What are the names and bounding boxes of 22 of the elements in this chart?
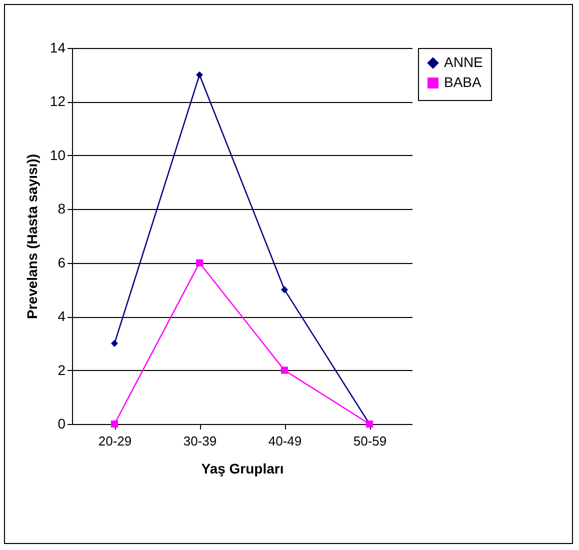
point bbox=[280, 286, 288, 294]
y-tick-label: 2 bbox=[58, 362, 66, 378]
y-tick-label: 4 bbox=[58, 308, 66, 324]
y-tick-label: 0 bbox=[58, 416, 66, 432]
y-tick-label: 6 bbox=[58, 254, 66, 270]
legend-label: BABA bbox=[444, 74, 482, 90]
x-tick-label: 20-29 bbox=[98, 434, 132, 448]
y-tick-label: 10 bbox=[50, 146, 66, 163]
x-tick-label: 30-39 bbox=[183, 434, 217, 448]
point bbox=[110, 420, 118, 428]
y-tick-label: 12 bbox=[50, 93, 66, 110]
y-tick-label: 8 bbox=[58, 200, 66, 217]
x-tick-label: 50-59 bbox=[353, 434, 387, 448]
x-tick-label: 40-49 bbox=[268, 434, 302, 448]
point bbox=[280, 366, 288, 374]
legend-label: ANNE bbox=[444, 54, 483, 70]
point bbox=[196, 71, 204, 78]
point bbox=[196, 259, 204, 266]
y-tick-label: 14 bbox=[50, 40, 66, 56]
point bbox=[110, 340, 118, 347]
x-axis-title: Yaş Grupları bbox=[201, 460, 284, 476]
y-axis-title: Prevelans (Hasta sayısı)) bbox=[24, 154, 40, 319]
